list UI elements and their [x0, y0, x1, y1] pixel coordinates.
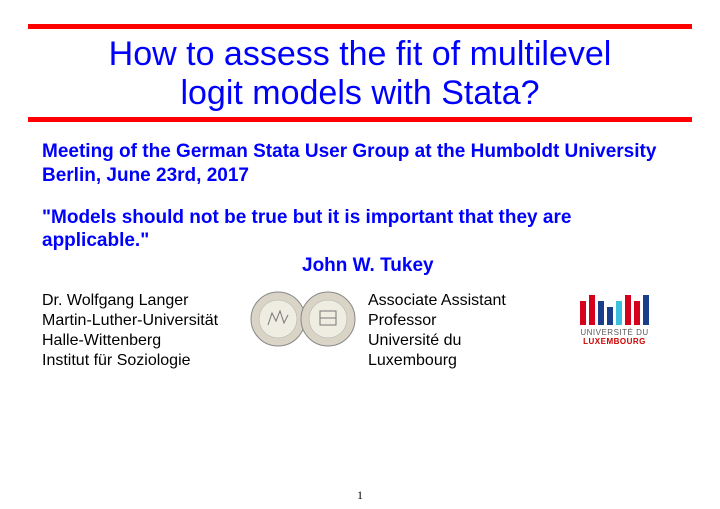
affil-right-l2: Université du [368, 331, 568, 351]
slide-title: How to assess the fit of multilevel logi… [28, 29, 692, 117]
affiliation-left: Dr. Wolfgang Langer Martin-Luther-Univer… [42, 291, 238, 371]
university-seals [250, 291, 356, 347]
luxembourg-logo: UNIVERSITÉ DU LUXEMBOURG [580, 291, 649, 346]
affil-right-l3: Luxembourg [368, 351, 568, 371]
footer-row: Dr. Wolfgang Langer Martin-Luther-Univer… [28, 277, 692, 371]
title-line2: logit models with Stata? [180, 74, 539, 112]
affiliation-right: Associate Assistant Professor Université… [368, 291, 568, 371]
slide: How to assess the fit of multilevel logi… [0, 0, 720, 509]
seal-icon [300, 291, 356, 347]
affil-left-l2: Martin-Luther-Universität [42, 311, 238, 331]
affil-right-l1: Associate Assistant Professor [368, 291, 568, 331]
affil-left-l4: Institut für Soziologie [42, 351, 238, 371]
quote-text: "Models should not be true but it is imp… [42, 206, 678, 254]
meeting-text: Meeting of the German Stata User Group a… [42, 140, 678, 188]
logo-line1: UNIVERSITÉ DU [580, 328, 649, 337]
title-line1: How to assess the fit of multilevel [109, 35, 612, 73]
logo-line2: LUXEMBOURG [580, 337, 649, 346]
quote-attribution: John W. Tukey [42, 255, 678, 277]
logo-bars-icon [580, 291, 649, 325]
affil-left-l3: Halle-Wittenberg [42, 331, 238, 351]
body-block: Meeting of the German Stata User Group a… [28, 122, 692, 277]
author-name: Dr. Wolfgang Langer [42, 291, 238, 311]
seal-icon [250, 291, 306, 347]
page-number: 1 [0, 488, 720, 503]
